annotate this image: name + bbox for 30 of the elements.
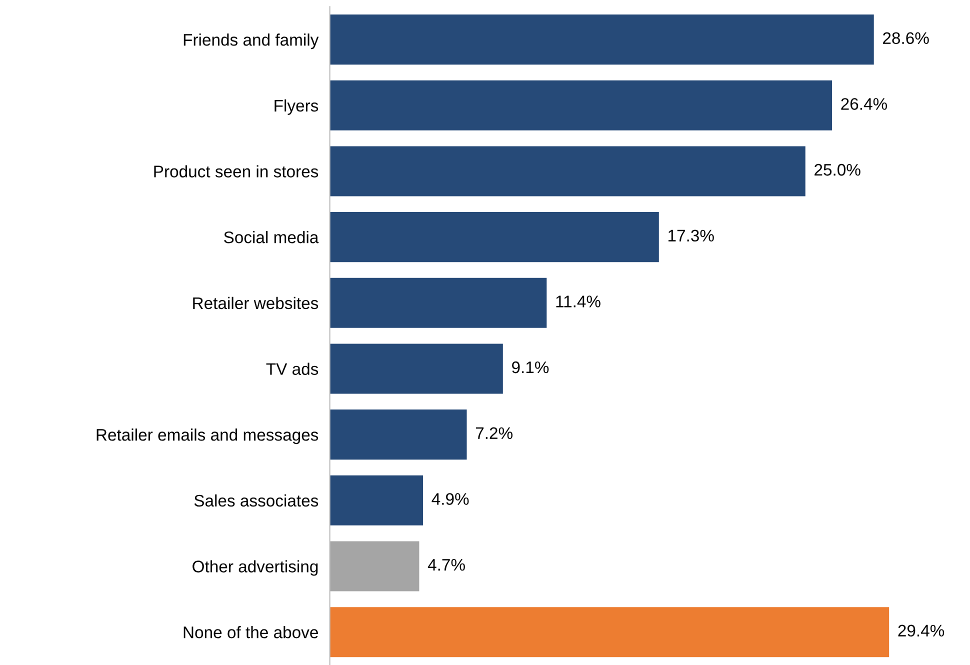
y-tick-label: Other advertising <box>192 560 318 576</box>
bar <box>330 80 832 130</box>
bar <box>330 344 503 394</box>
data-label: 29.4% <box>898 624 944 637</box>
data-label: 4.9% <box>432 493 469 505</box>
y-tick-label: Sales associates <box>194 494 318 507</box>
data-label: 7.2% <box>476 427 512 439</box>
data-label: 28.6% <box>883 32 929 44</box>
data-label: 9.1% <box>512 361 549 374</box>
y-tick-label: Retailer websites <box>193 296 318 310</box>
bar <box>330 278 547 328</box>
bar <box>330 541 420 592</box>
data-label: 4.7% <box>428 558 465 571</box>
y-tick-label: Friends and family <box>184 34 319 50</box>
data-label: 17.3% <box>668 230 714 242</box>
y-tick-label: Retailer emails and messages <box>96 428 318 444</box>
data-label: 26.4% <box>841 98 888 110</box>
bar <box>330 146 806 196</box>
data-label: 25.0% <box>814 164 860 176</box>
bar <box>330 212 659 262</box>
bar <box>330 607 890 658</box>
data-label: 11.4% <box>556 296 600 308</box>
bar <box>330 14 874 65</box>
bar <box>330 475 424 526</box>
y-tick-label: TV ads <box>266 362 318 375</box>
y-tick-label: Social media <box>224 231 319 244</box>
y-tick-label: None of the above <box>184 626 318 638</box>
y-tick-label: Flyers <box>274 99 318 115</box>
bar <box>330 410 467 460</box>
y-tick-label: Product seen in stores <box>154 165 318 178</box>
